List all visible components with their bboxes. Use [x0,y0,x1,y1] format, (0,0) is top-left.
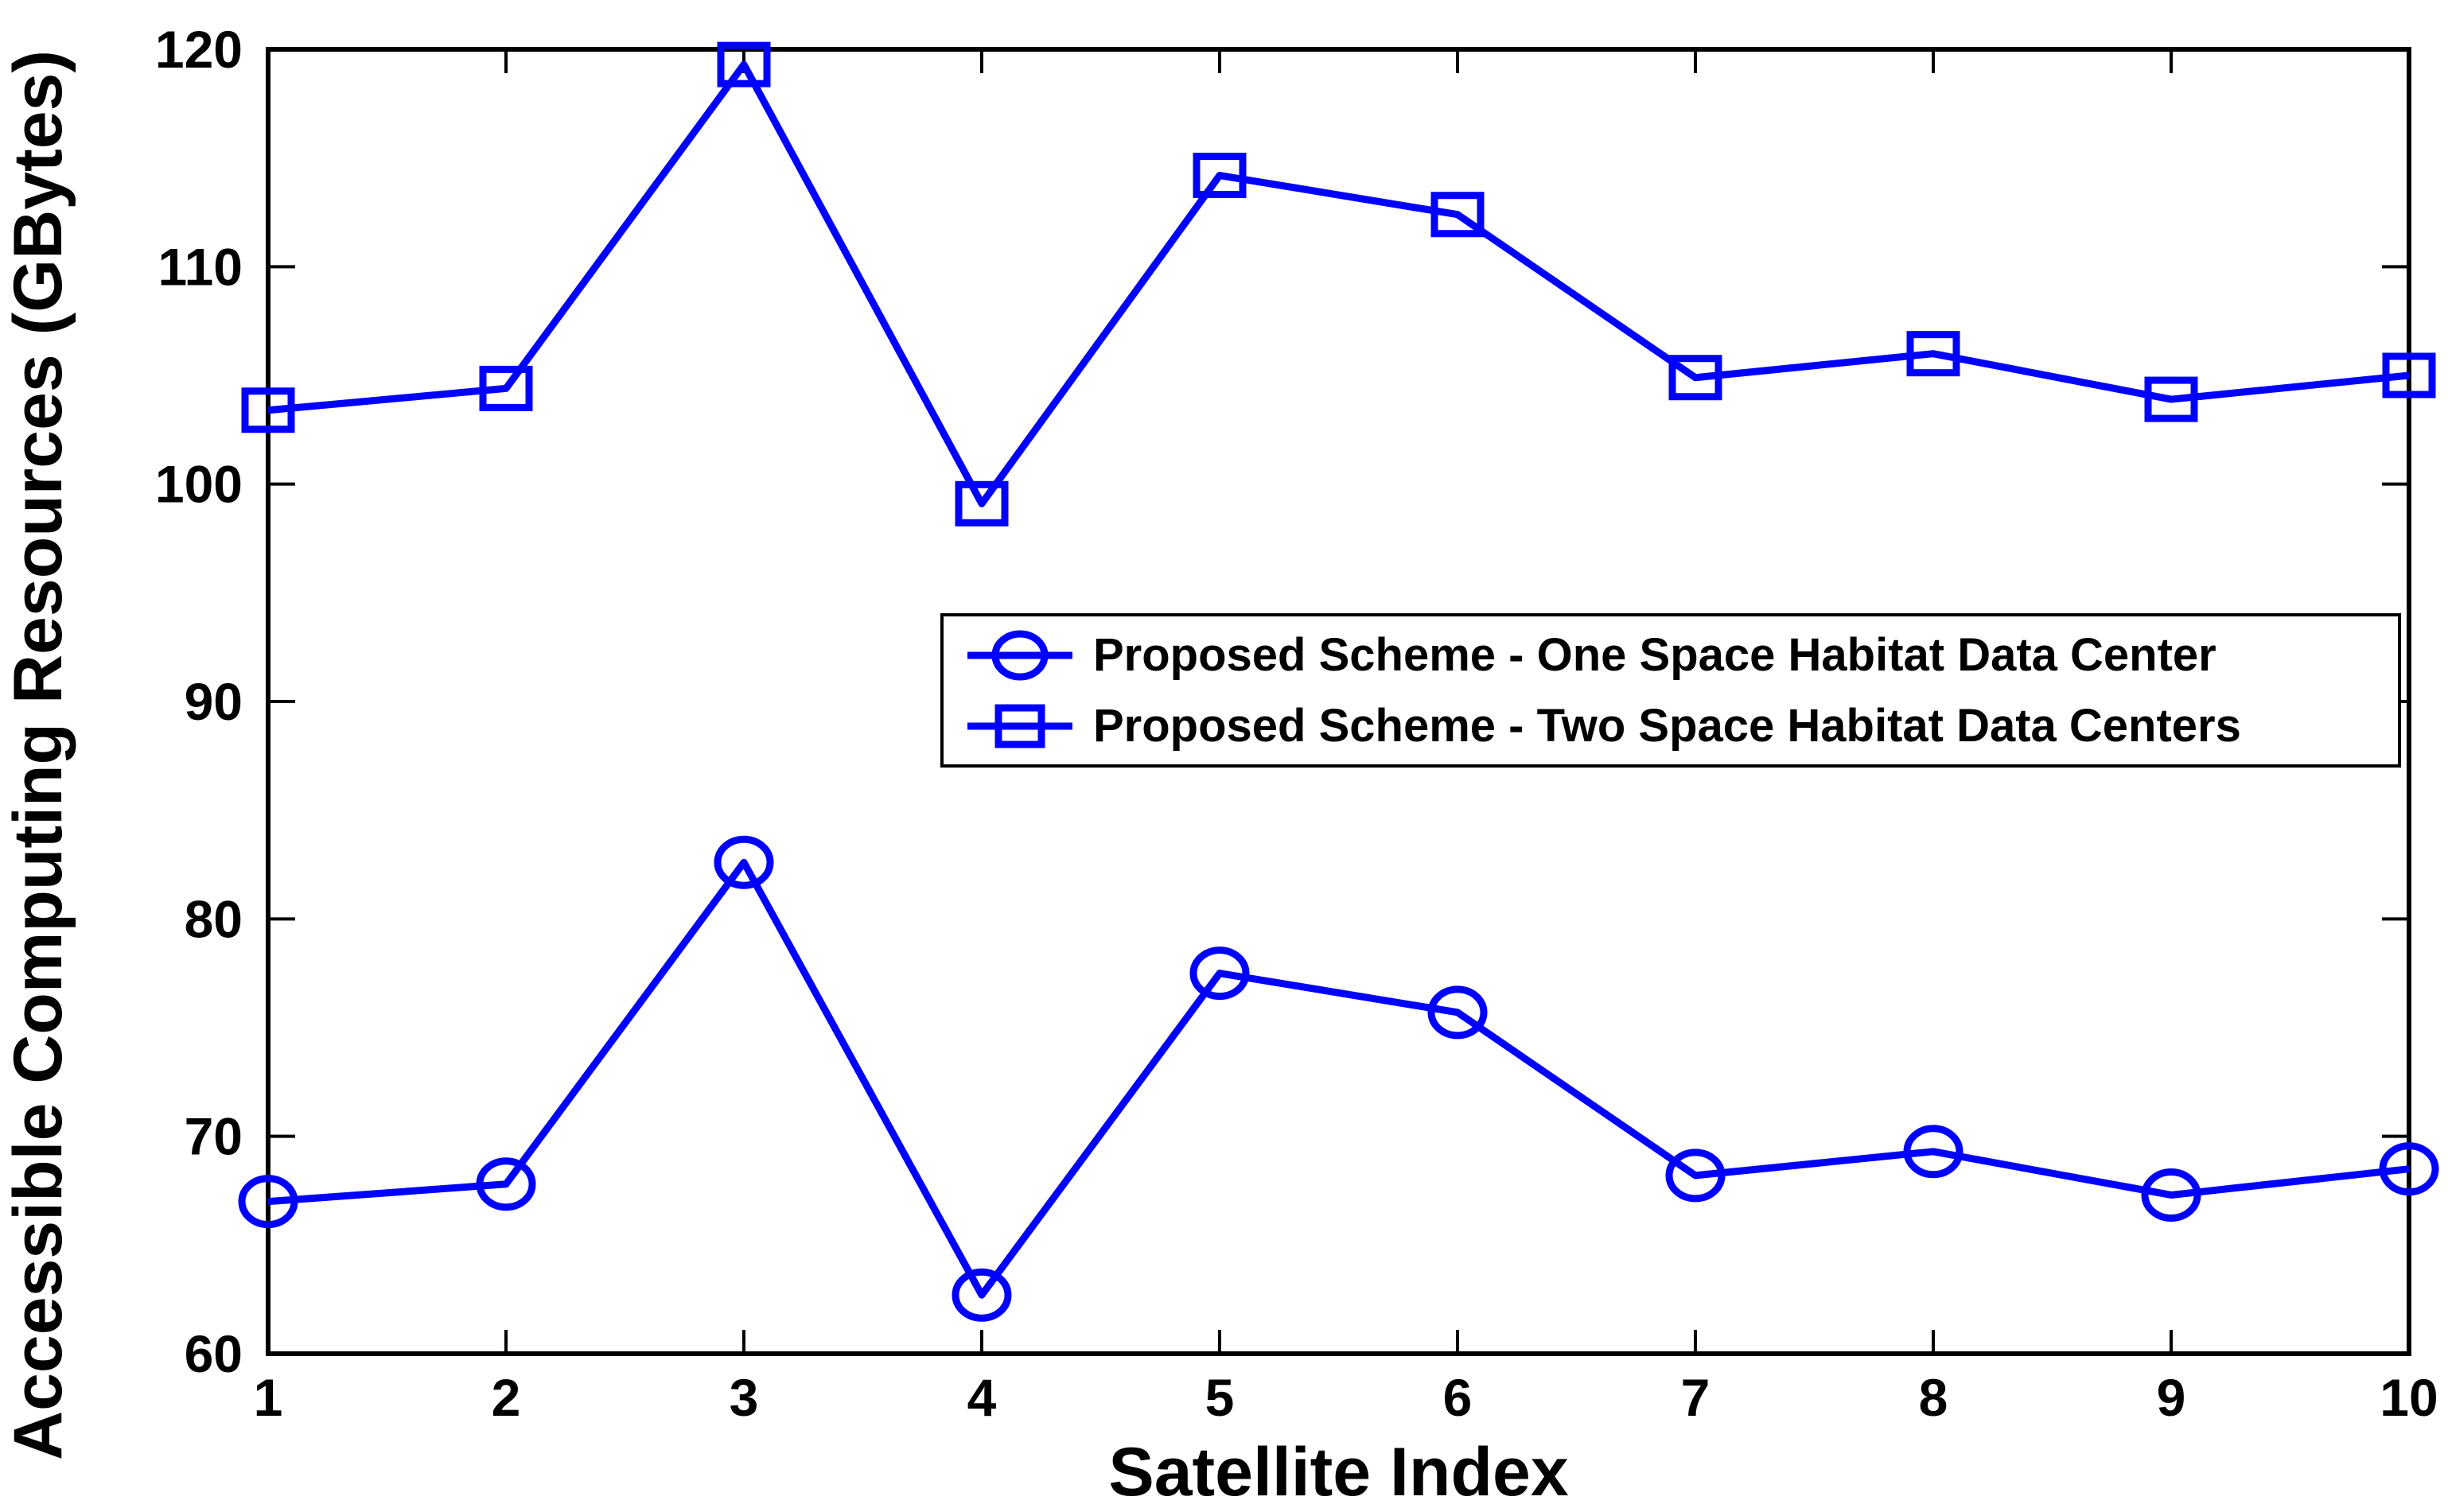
data-point-square [1906,331,1960,377]
data-point-square [2382,352,2436,398]
data-point-circle [952,1268,1012,1322]
legend: Proposed Scheme - One Space Habitat Data… [940,613,2401,768]
data-point-circle [1665,1149,1726,1203]
data-point-circle [2141,1168,2201,1222]
data-point-circle [476,1157,536,1211]
y-tick-label: 90 [185,672,243,731]
x-tick-label: 1 [254,1368,283,1427]
x-tick-label: 9 [2157,1368,2186,1427]
x-axis-label: Satellite Index [1108,1434,1569,1510]
data-point-square [479,365,533,411]
data-point-circle [1427,985,1488,1040]
data-point-circle [1189,946,1250,1001]
x-tick-label: 6 [1443,1368,1473,1427]
y-tick-label: 100 [155,455,243,514]
y-axis-label: Accessible Computing Resources (GBytes) [0,49,76,1461]
data-point-square [717,41,771,87]
legend-row-two: Proposed Scheme - Two Space Habitat Data… [964,698,2398,755]
series-line-1 [267,60,2410,507]
data-point-square [1668,355,1722,401]
data-point-square [2144,376,2198,422]
x-tick-label: 7 [1681,1368,1710,1427]
data-point-square [1430,192,1485,238]
data-point-circle [1903,1125,1963,1179]
data-point-circle [2379,1142,2439,1196]
legend-label-two: Proposed Scheme - Two Space Habitat Data… [1093,700,2241,752]
x-tick-label: 8 [1919,1368,1948,1427]
x-tick-label: 3 [730,1368,759,1427]
y-tick-label: 80 [185,889,243,948]
legend-label-one: Proposed Scheme - One Space Habitat Data… [1093,629,2216,681]
y-tick-label: 70 [185,1107,243,1166]
x-tick-label: 4 [967,1368,997,1427]
y-tick-label: 120 [155,20,243,79]
data-point-square [241,387,295,433]
x-tick-label: 5 [1205,1368,1235,1427]
square-marker-sample-icon [967,704,1072,748]
data-point-circle [714,835,774,889]
legend-row-one: Proposed Scheme - One Space Habitat Data… [964,627,2398,684]
data-point-square [1193,153,1247,199]
x-tick-label: 10 [2380,1368,2438,1427]
data-point-circle [238,1175,298,1229]
circle-marker-sample-icon [967,630,1072,680]
x-tick-label: 2 [492,1368,521,1427]
data-point-square [955,480,1009,527]
series-line-0 [267,858,2410,1299]
y-tick-label: 60 [185,1324,243,1383]
y-tick-label: 110 [158,237,243,296]
